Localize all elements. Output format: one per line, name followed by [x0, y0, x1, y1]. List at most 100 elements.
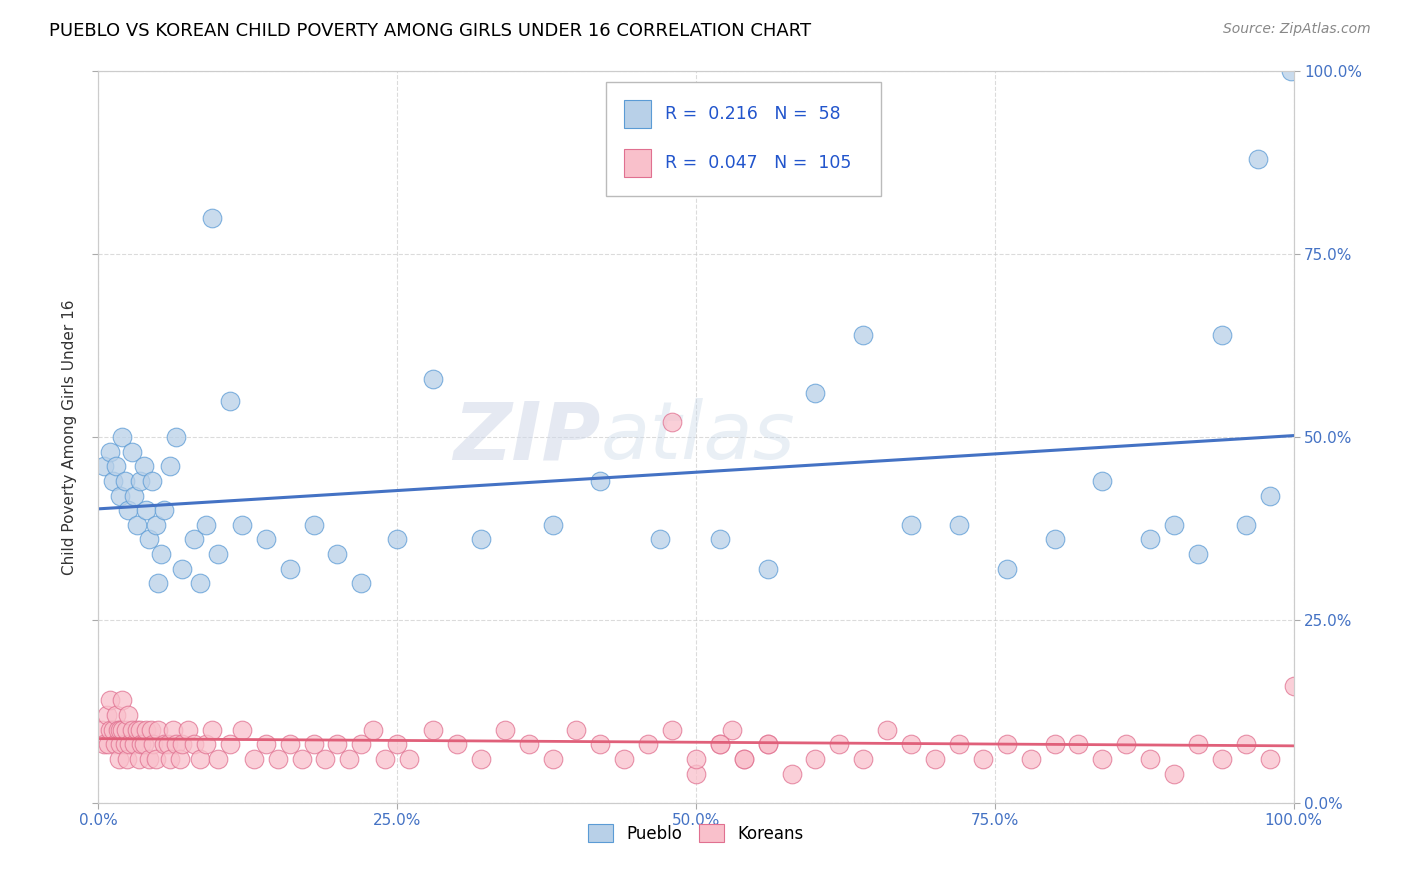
Point [101, 723, 124, 737]
Point [1091, 474, 1114, 488]
Point [326, 547, 349, 561]
Point [145, 517, 167, 532]
Point [685, 766, 707, 780]
Point [129, 474, 152, 488]
Point [541, 517, 564, 532]
Point [1139, 533, 1161, 547]
Text: PUEBLO VS KOREAN CHILD POVERTY AMONG GIRLS UNDER 16 CORRELATION CHART: PUEBLO VS KOREAN CHILD POVERTY AMONG GIR… [49, 22, 811, 40]
Text: R =  0.216   N =  58: R = 0.216 N = 58 [665, 104, 841, 123]
Point [470, 533, 492, 547]
Point [1043, 533, 1066, 547]
Point [195, 517, 218, 532]
Point [470, 752, 492, 766]
Point [494, 723, 516, 737]
Text: R =  0.047   N =  105: R = 0.047 N = 105 [665, 153, 851, 172]
Point [267, 752, 290, 766]
Point [422, 371, 444, 385]
FancyBboxPatch shape [606, 82, 882, 195]
Point [115, 752, 138, 766]
Point [121, 444, 143, 458]
Point [98, 444, 122, 458]
Point [1091, 752, 1114, 766]
Point [637, 737, 659, 751]
Point [363, 723, 385, 737]
Point [195, 737, 218, 751]
Point [117, 708, 139, 723]
Point [91, 723, 114, 737]
Point [169, 752, 191, 766]
Point [385, 737, 409, 751]
Point [98, 723, 122, 737]
Point [188, 752, 211, 766]
Text: Source: ZipAtlas.com: Source: ZipAtlas.com [1223, 22, 1371, 37]
Point [709, 737, 731, 751]
Point [302, 517, 325, 532]
Point [114, 474, 136, 488]
Point [1234, 737, 1257, 751]
Point [93, 737, 115, 751]
Point [172, 737, 194, 751]
Point [1043, 737, 1066, 751]
Point [422, 723, 444, 737]
Point [1163, 766, 1185, 780]
Point [231, 517, 253, 532]
Point [721, 723, 744, 737]
Point [132, 459, 155, 474]
Point [183, 533, 205, 547]
Point [219, 737, 242, 751]
Point [149, 547, 172, 561]
Point [1019, 752, 1042, 766]
Point [153, 503, 176, 517]
Point [374, 752, 396, 766]
Point [876, 723, 898, 737]
Point [1211, 752, 1233, 766]
Point [589, 474, 612, 488]
Point [756, 737, 779, 751]
Point [648, 533, 672, 547]
Point [948, 517, 970, 532]
Point [1247, 152, 1270, 166]
Point [201, 211, 224, 225]
Point [1234, 517, 1257, 532]
Point [172, 562, 194, 576]
Point [135, 503, 157, 517]
Point [243, 752, 266, 766]
Point [124, 737, 146, 751]
Point [291, 752, 314, 766]
Point [972, 752, 994, 766]
Point [315, 752, 337, 766]
Point [565, 723, 588, 737]
Point [1258, 752, 1281, 766]
Text: ZIP: ZIP [453, 398, 600, 476]
Point [125, 517, 148, 532]
Point [733, 752, 755, 766]
Point [115, 723, 138, 737]
Point [148, 576, 170, 591]
Point [118, 737, 141, 751]
Point [709, 533, 731, 547]
Point [995, 737, 1018, 751]
Point [207, 752, 229, 766]
Point [98, 693, 122, 707]
Point [139, 723, 162, 737]
Point [125, 723, 148, 737]
Point [398, 752, 420, 766]
Point [129, 723, 152, 737]
Point [207, 547, 229, 561]
Point [685, 752, 707, 766]
Point [1282, 679, 1305, 693]
Point [804, 386, 827, 401]
Point [828, 737, 851, 751]
Point [1279, 64, 1302, 78]
Point [108, 737, 131, 751]
Point [1139, 752, 1161, 766]
Point [1258, 489, 1281, 503]
Point [219, 393, 242, 408]
Y-axis label: Child Poverty Among Girls Under 16: Child Poverty Among Girls Under 16 [62, 300, 77, 574]
Point [326, 737, 349, 751]
Point [121, 723, 143, 737]
Point [132, 737, 155, 751]
Point [114, 737, 136, 751]
Point [111, 430, 134, 444]
Point [589, 737, 612, 751]
